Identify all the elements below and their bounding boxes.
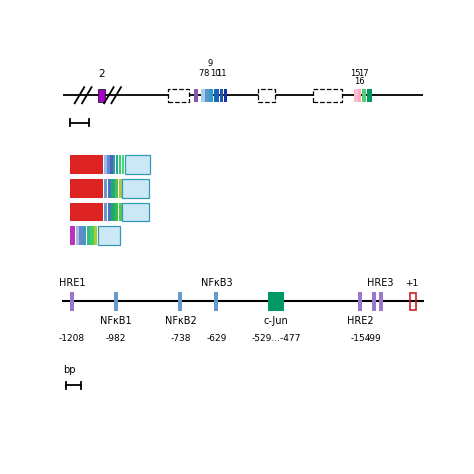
Bar [119, 202, 122, 221]
Text: NFκB1: NFκB1 [100, 316, 132, 326]
Bar [268, 292, 284, 310]
Bar [210, 89, 213, 102]
Bar [104, 179, 108, 198]
Bar [373, 292, 376, 310]
Bar [98, 226, 120, 245]
Bar [113, 155, 116, 174]
Bar [367, 89, 372, 102]
Bar [115, 179, 118, 198]
Bar [115, 202, 118, 221]
Bar [87, 226, 90, 245]
Text: -99: -99 [367, 334, 382, 343]
Bar [107, 155, 109, 174]
Bar [122, 202, 149, 221]
Text: 11: 11 [216, 69, 227, 78]
Bar [108, 202, 111, 221]
Bar [220, 89, 223, 102]
Text: -529...-477: -529...-477 [251, 334, 301, 343]
Text: -982: -982 [106, 334, 127, 343]
Bar [205, 89, 209, 102]
Text: HRE2: HRE2 [347, 316, 374, 326]
Text: c-Jun: c-Jun [264, 316, 288, 326]
Text: 9: 9 [208, 59, 213, 68]
Bar [70, 202, 103, 221]
Bar [111, 202, 115, 221]
Bar [98, 89, 105, 102]
Bar [258, 89, 275, 102]
Text: +1: +1 [405, 279, 419, 288]
Text: HRE1: HRE1 [59, 278, 85, 288]
Bar [98, 89, 105, 102]
Bar [201, 89, 205, 102]
Text: HRE3: HRE3 [367, 278, 394, 288]
Bar [379, 292, 383, 310]
Bar [358, 292, 363, 310]
Bar [194, 89, 198, 102]
Text: -154: -154 [350, 334, 371, 343]
Bar [70, 292, 74, 310]
Text: 7: 7 [199, 69, 204, 78]
Bar [83, 226, 86, 245]
Bar [119, 155, 121, 174]
Bar [224, 89, 227, 102]
Text: 2: 2 [98, 69, 105, 79]
Text: 15: 15 [350, 69, 360, 78]
Bar [76, 226, 79, 245]
Text: 10: 10 [210, 69, 220, 78]
Bar [80, 226, 83, 245]
Bar [122, 155, 124, 174]
Bar [354, 89, 357, 102]
Text: 17: 17 [358, 69, 369, 78]
Bar [214, 89, 219, 102]
Bar [362, 89, 366, 102]
Bar [70, 179, 103, 198]
Text: NFκB2: NFκB2 [164, 316, 196, 326]
Bar [410, 292, 416, 310]
Bar [122, 179, 149, 198]
Bar [116, 155, 118, 174]
Bar [125, 155, 150, 174]
Text: -738: -738 [170, 334, 191, 343]
Text: -629: -629 [206, 334, 227, 343]
Text: 16: 16 [354, 77, 365, 86]
Bar [119, 179, 122, 198]
Bar [358, 89, 361, 102]
Bar [110, 155, 112, 174]
Text: -1208: -1208 [59, 334, 85, 343]
Text: NFκB3: NFκB3 [201, 278, 232, 288]
Bar [104, 202, 108, 221]
Text: bp: bp [63, 365, 75, 375]
Bar [214, 292, 219, 310]
Bar [313, 89, 342, 102]
Bar [91, 226, 94, 245]
Bar [178, 292, 182, 310]
Bar [114, 292, 118, 310]
Bar [168, 89, 189, 102]
Text: 8: 8 [203, 69, 209, 78]
Bar [108, 179, 111, 198]
Bar [70, 226, 75, 245]
Bar [104, 155, 107, 174]
Bar [111, 179, 115, 198]
Bar [70, 155, 103, 174]
Bar [94, 226, 98, 245]
